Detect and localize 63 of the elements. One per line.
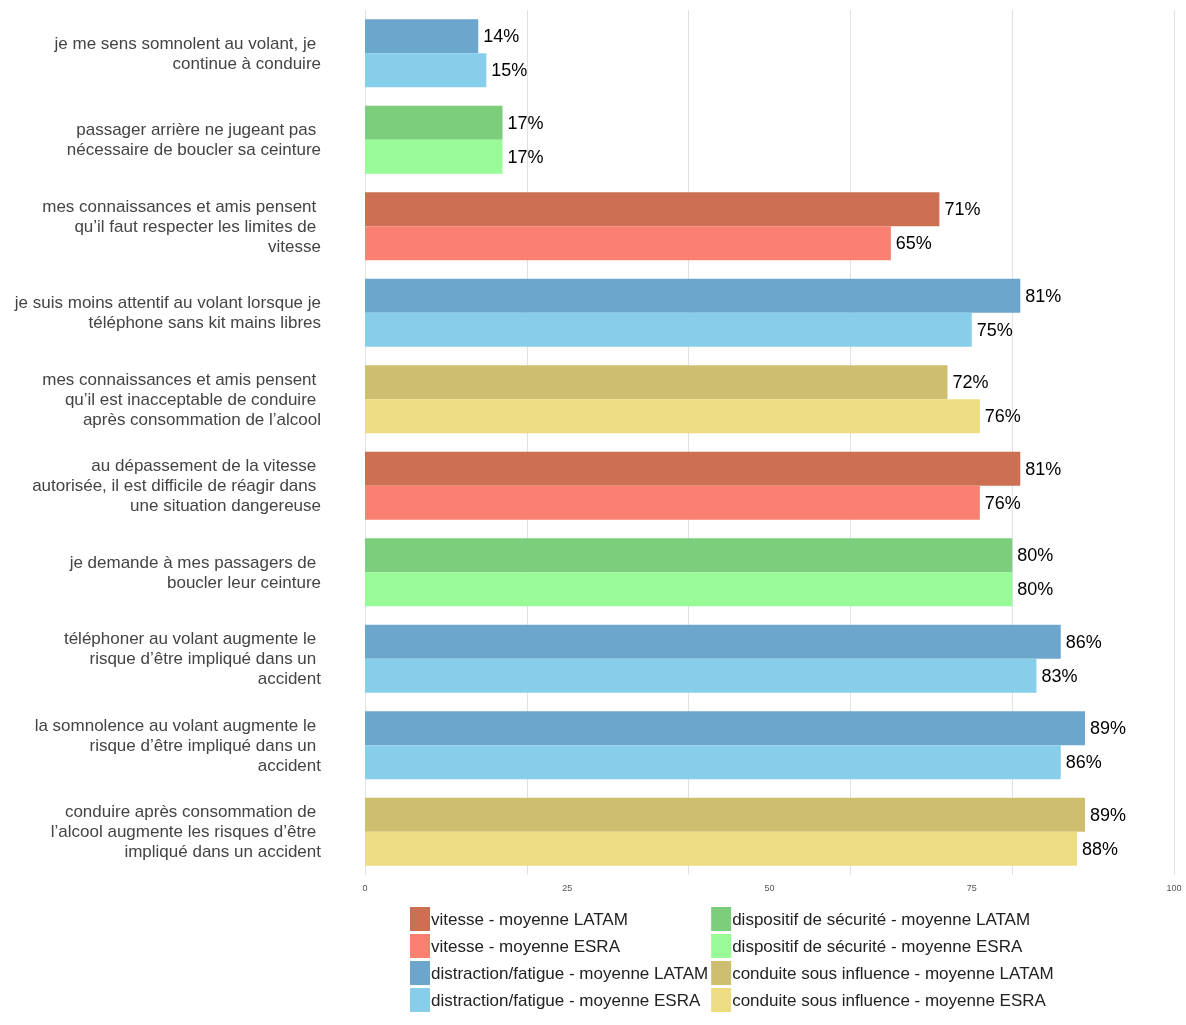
bar: [365, 105, 503, 140]
legend-label: distraction/fatigue - moyenne LATAM: [431, 963, 709, 983]
bar: [365, 624, 1061, 659]
data-label: 76%: [984, 406, 1021, 427]
bar: [365, 399, 980, 434]
x-tick-label: 50: [764, 882, 775, 893]
data-label: 15%: [491, 60, 528, 81]
bar: [365, 711, 1086, 746]
bar: [365, 19, 479, 54]
data-label: 86%: [1065, 631, 1102, 652]
bar: [365, 53, 487, 88]
bar: [365, 192, 940, 227]
data-label: 80%: [1017, 579, 1054, 600]
legend-label: conduite sous influence - moyenne LATAM: [732, 963, 1054, 983]
legend-label: dispositif de sécurité - moyenne LATAM: [732, 909, 1031, 929]
data-label: 14%: [483, 26, 520, 47]
bar: [365, 572, 1013, 607]
x-tick-label: 25: [562, 882, 573, 893]
legend-label: vitesse - moyenne ESRA: [431, 936, 621, 956]
legend-label: distraction/fatigue - moyenne ESRA: [431, 990, 701, 1010]
bar: [365, 139, 503, 174]
data-label: 17%: [507, 146, 544, 167]
data-label: 81%: [1025, 285, 1062, 306]
y-tick-label: au dépassement de la vitesse autorisée, il est difficile de réagir dans une situation dangereuse: [32, 456, 321, 516]
data-label: 80%: [1017, 545, 1054, 566]
y-tick-label: mes connaissances et amis pensent qu’il faut respecter les limites de vitesse: [42, 196, 321, 256]
legend-label: vitesse - moyenne LATAM: [431, 909, 628, 929]
bar: [365, 226, 891, 261]
y-tick-label: téléphoner au volant augmente le risque d’être impliqué dans un accident: [63, 629, 322, 689]
data-label: 89%: [1090, 718, 1127, 739]
bar: [365, 745, 1061, 780]
bar: [365, 658, 1037, 693]
data-label: 88%: [1081, 838, 1118, 859]
bar: [365, 451, 1021, 486]
y-tick-label: la somnolence au volant augmente le risque d’être impliqué dans un accident: [34, 715, 322, 775]
x-tick-label: 100: [1166, 882, 1182, 893]
legend-label: dispositif de sécurité - moyenne ESRA: [732, 936, 1023, 956]
bar: [365, 485, 980, 520]
data-label: 71%: [944, 199, 981, 220]
data-label: 89%: [1090, 804, 1127, 825]
y-tick-label: je me sens somnolent au volant, je continue à conduire: [53, 33, 321, 73]
y-tick-label: conduire après consommation de l’alcool augmente les risques d’être impliqué dans un accident: [50, 802, 322, 862]
data-label: 17%: [507, 112, 544, 133]
data-label: 76%: [984, 492, 1021, 513]
data-label: 86%: [1065, 752, 1102, 773]
bar: [365, 278, 1021, 313]
x-tick-label: 75: [966, 882, 977, 893]
data-label: 65%: [895, 233, 932, 254]
bar: [365, 831, 1077, 866]
y-tick-label: mes connaissances et amis pensent qu’il est inacceptable de conduire après consommation de l’alcool: [42, 369, 321, 429]
data-label: 81%: [1025, 458, 1062, 479]
data-label: 75%: [976, 319, 1013, 340]
y-tick-label: je demande à mes passagers de boucler leur ceinture: [68, 552, 321, 592]
x-tick-label: 0: [362, 882, 368, 893]
y-tick-label: passager arrière ne jugeant pas nécessaire de boucler sa ceinture: [66, 120, 321, 160]
bar: [365, 538, 1013, 573]
legend-label: conduite sous influence - moyenne ESRA: [732, 990, 1047, 1010]
bar: [365, 365, 948, 400]
bar: [365, 312, 972, 347]
data-label: 72%: [952, 372, 989, 393]
bar: [365, 797, 1086, 832]
y-tick-label: je suis moins attentif au volant lorsque je téléphone sans kit mains libres: [13, 293, 321, 333]
data-label: 83%: [1041, 665, 1078, 686]
